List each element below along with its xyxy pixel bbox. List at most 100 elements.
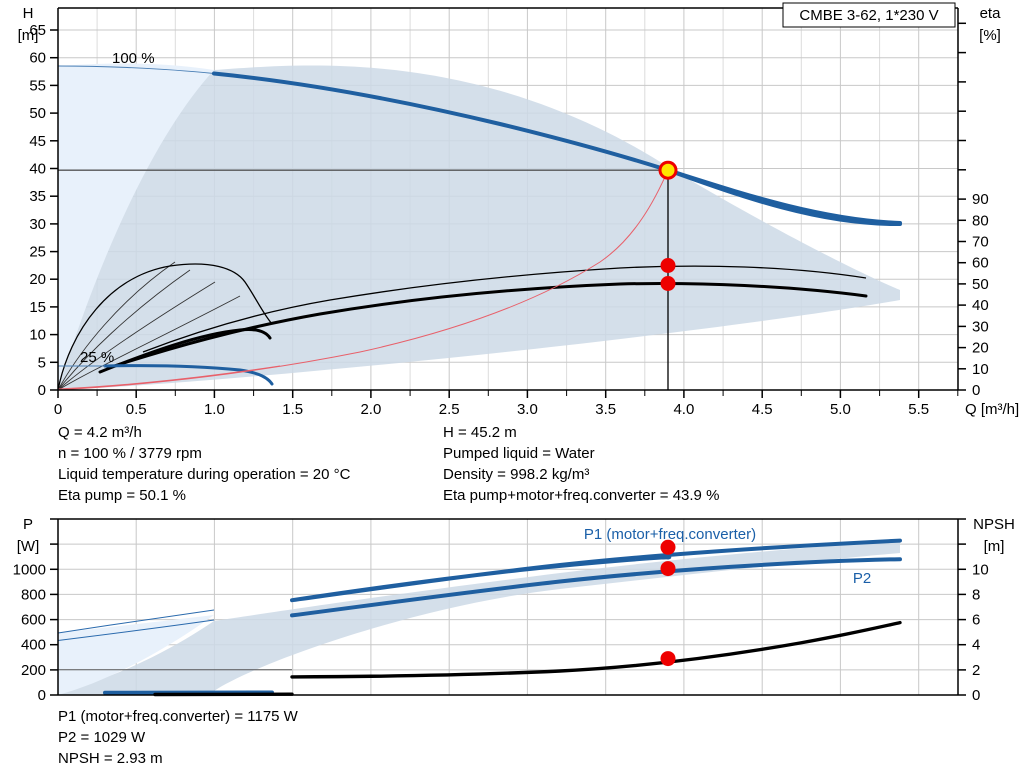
svg-text:200: 200 <box>21 662 46 679</box>
eta-pump-curve <box>142 265 867 353</box>
svg-text:45: 45 <box>29 133 46 150</box>
svg-text:0: 0 <box>972 687 980 704</box>
eta-25-percent-curve <box>98 328 272 374</box>
svg-text:65: 65 <box>29 22 46 39</box>
info-left-line-1: n = 100 % / 3779 rpm <box>58 445 202 462</box>
y-axis-right-unit-top: [%] <box>979 27 1001 44</box>
eta-iso-curve <box>57 263 273 391</box>
eta-total-duty-dot <box>660 276 676 291</box>
info-right-line-1: Pumped liquid = Water <box>443 445 595 462</box>
svg-text:55: 55 <box>29 77 46 94</box>
svg-text:10: 10 <box>29 327 46 344</box>
power-npsh-svg: P1 (motor+freq.converter) P2 0 200 400 6… <box>13 516 1015 767</box>
x-axis-title-top: Q [m³/h] <box>965 401 1019 418</box>
svg-text:3.5: 3.5 <box>595 401 616 418</box>
npsh-curve <box>290 620 902 679</box>
svg-text:15: 15 <box>29 299 46 316</box>
svg-text:400: 400 <box>21 637 46 654</box>
svg-text:2: 2 <box>972 662 980 679</box>
svg-text:50: 50 <box>29 105 46 122</box>
svg-text:0: 0 <box>54 401 62 418</box>
y-axis-left-ticks-bottom <box>50 518 58 696</box>
head-eta-chart: 0 5 10 15 20 25 30 35 40 45 50 55 60 65 … <box>18 2 1019 504</box>
svg-text:0.5: 0.5 <box>126 401 147 418</box>
power-envelope-outer <box>58 541 900 695</box>
y-axis-right-ticks-top <box>958 22 966 391</box>
svg-text:4.5: 4.5 <box>752 401 773 418</box>
y-axis-left-unit-top: [m] <box>18 27 39 44</box>
svg-text:0: 0 <box>38 382 46 399</box>
svg-text:2.0: 2.0 <box>360 401 381 418</box>
y-axis-right-title-top: eta <box>980 5 1002 22</box>
svg-text:20: 20 <box>972 340 989 357</box>
svg-text:50: 50 <box>972 276 989 293</box>
svg-text:1.0: 1.0 <box>204 401 225 418</box>
chart-title: CMBE 3-62, 1*230 V <box>799 7 938 24</box>
x-axis-labels-top: 0 0.5 1.0 1.5 2.0 2.5 3.0 3.5 4.0 4.5 5.… <box>54 401 929 418</box>
svg-text:800: 800 <box>21 586 46 603</box>
y-axis-right-unit-bottom: [m] <box>984 538 1005 555</box>
y-axis-right-title-bottom: NPSH <box>973 516 1015 533</box>
info-bottom-line-0: P1 (motor+freq.converter) = 1175 W <box>58 708 299 725</box>
svg-text:600: 600 <box>21 612 46 629</box>
svg-text:80: 80 <box>972 212 989 229</box>
p2-curve <box>290 557 902 618</box>
svg-text:1000: 1000 <box>13 561 46 578</box>
info-left-line-3: Eta pump = 50.1 % <box>58 487 186 504</box>
svg-text:10: 10 <box>972 561 989 578</box>
svg-text:20: 20 <box>29 271 46 288</box>
head-curve-100-percent-tail <box>666 168 902 227</box>
x-axis-ticks-top <box>57 390 959 398</box>
speed-fan-lines <box>57 261 241 391</box>
svg-text:60: 60 <box>29 50 46 67</box>
info-right-line-2: Density = 998.2 kg/m³ <box>443 466 589 483</box>
info-right-line-0: H = 45.2 m <box>443 424 517 441</box>
svg-text:40: 40 <box>29 161 46 178</box>
p1-curve <box>290 538 902 603</box>
y-axis-left-unit-bottom: [W] <box>17 538 40 555</box>
y-axis-right-labels-bottom: 0 2 4 6 8 10 <box>972 561 989 704</box>
svg-text:40: 40 <box>972 297 989 314</box>
info-bottom-line-1: P2 = 1029 W <box>58 729 146 746</box>
svg-text:6: 6 <box>972 612 980 629</box>
svg-text:90: 90 <box>972 191 989 208</box>
svg-text:35: 35 <box>29 188 46 205</box>
svg-text:5: 5 <box>38 354 46 371</box>
svg-text:25: 25 <box>29 244 46 261</box>
svg-text:4.0: 4.0 <box>673 401 694 418</box>
y-axis-right-ticks-bottom <box>958 518 966 696</box>
info-bottom-line-2: NPSH = 2.93 m <box>58 750 163 767</box>
y-axis-left-title-bottom: P <box>23 516 33 533</box>
y-axis-right-labels-top: 0 10 20 30 40 50 60 70 80 90 <box>972 191 989 399</box>
p1-duty-dot <box>660 539 676 555</box>
head-eta-svg: 0 5 10 15 20 25 30 35 40 45 50 55 60 65 … <box>18 2 1019 504</box>
speed-label-min: 25 % <box>80 349 114 366</box>
p2-duty-dot <box>660 561 676 577</box>
eta-pump-duty-dot <box>660 258 676 273</box>
svg-text:0: 0 <box>972 382 980 399</box>
svg-text:10: 10 <box>972 361 989 378</box>
duty-point-marker[interactable] <box>661 163 675 177</box>
info-left-line-2: Liquid temperature during operation = 20… <box>58 466 351 483</box>
info-left-block: Q = 4.2 m³/h n = 100 % / 3779 rpm Liquid… <box>58 424 351 504</box>
info-right-line-3: Eta pump+motor+freq.converter = 43.9 % <box>443 487 719 504</box>
power-envelope-inner <box>58 615 214 695</box>
p2-curve-hair <box>57 619 215 641</box>
svg-text:30: 30 <box>972 318 989 335</box>
svg-text:0: 0 <box>38 687 46 704</box>
head-curve-100-percent <box>212 71 902 225</box>
operating-envelope-inner <box>58 63 214 390</box>
npsh-duty-dot <box>660 651 676 667</box>
system-curve-left <box>57 365 281 390</box>
svg-text:70: 70 <box>972 234 989 251</box>
svg-text:8: 8 <box>972 586 980 603</box>
info-right-block: H = 45.2 m Pumped liquid = Water Density… <box>443 424 719 504</box>
system-curve <box>57 170 669 391</box>
chart-title-box <box>782 2 956 28</box>
svg-text:5.5: 5.5 <box>908 401 929 418</box>
info-left-line-0: Q = 4.2 m³/h <box>58 424 142 441</box>
svg-text:30: 30 <box>29 216 46 233</box>
svg-text:4: 4 <box>972 637 980 654</box>
svg-text:60: 60 <box>972 255 989 272</box>
